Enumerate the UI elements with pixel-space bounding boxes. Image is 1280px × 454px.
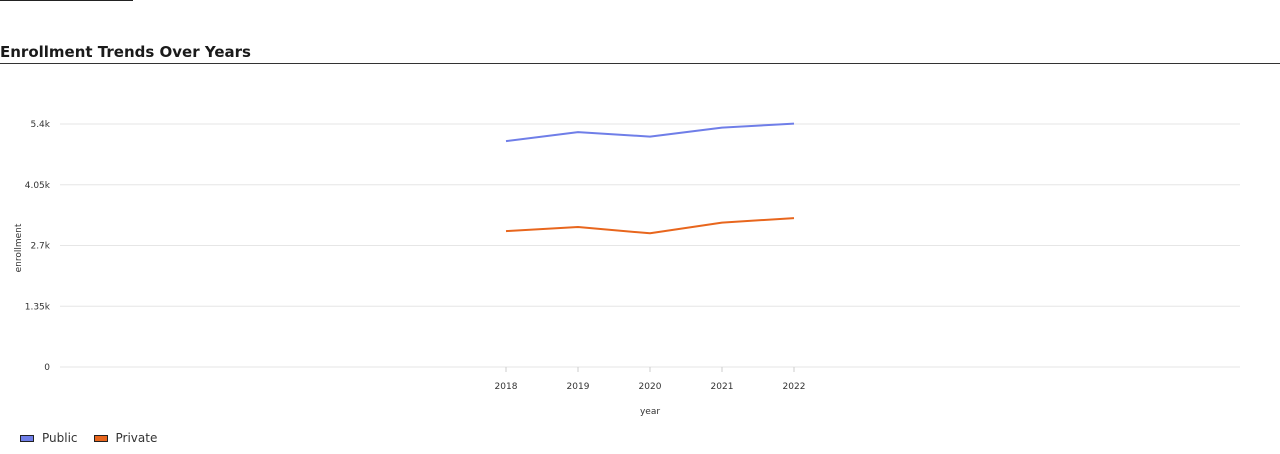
data-point-private[interactable] (503, 228, 509, 234)
series-line-private[interactable] (505, 217, 795, 235)
x-tick-label: 2020 (639, 382, 662, 392)
y-tick-label: 0 (44, 363, 50, 373)
data-point-public[interactable] (719, 125, 725, 131)
x-tick-label: 2019 (567, 382, 590, 392)
legend-label: Private (115, 431, 158, 445)
data-point-private[interactable] (575, 224, 581, 230)
data-point-public[interactable] (575, 129, 581, 135)
legend-item-private[interactable]: Private (93, 431, 158, 445)
legend-swatch (20, 434, 34, 442)
y-tick-label: 5.4k (30, 120, 50, 130)
y-axis-ticks: 0 1.35k 2.7k 4.05k 5.4k (25, 120, 51, 373)
grid-lines (60, 123, 1240, 368)
legend-swatch (93, 434, 108, 442)
y-tick-label: 1.35k (25, 302, 51, 312)
data-point-private[interactable] (647, 230, 653, 236)
title-divider (0, 63, 1280, 64)
x-axis-ticks: 2018 2019 2020 2021 2022 (495, 367, 806, 392)
data-point-private[interactable] (791, 215, 797, 221)
y-tick-label: 2.7k (30, 242, 50, 252)
chart-legend: Public Private (20, 431, 157, 445)
legend-label: Public (42, 431, 78, 445)
legend-item-public[interactable]: Public (20, 431, 78, 445)
series-line-public[interactable] (505, 122, 795, 143)
data-point-public[interactable] (503, 138, 509, 144)
data-point-public[interactable] (791, 121, 797, 127)
x-tick-label: 2021 (711, 382, 734, 392)
x-axis-label: year (640, 407, 660, 417)
x-tick-label: 2022 (783, 382, 806, 392)
chart-title: Enrollment Trends Over Years (0, 43, 251, 61)
y-axis-label: enrollment (14, 223, 24, 272)
series-lines (503, 121, 797, 236)
top-divider (0, 0, 133, 1)
data-point-private[interactable] (719, 220, 725, 226)
data-point-public[interactable] (647, 134, 653, 140)
x-tick-label: 2018 (495, 382, 518, 392)
y-tick-label: 4.05k (25, 181, 51, 191)
